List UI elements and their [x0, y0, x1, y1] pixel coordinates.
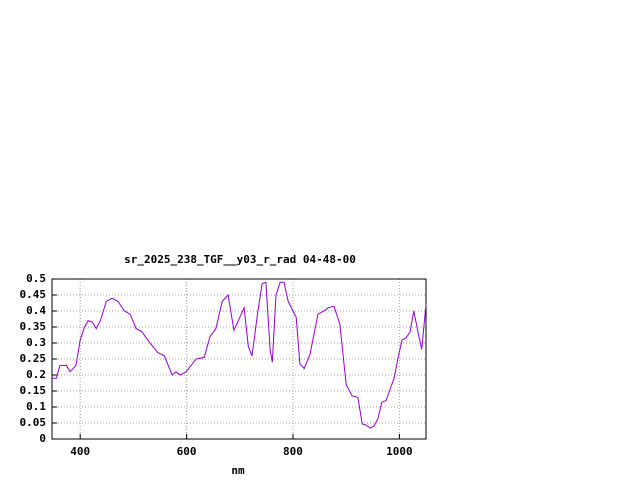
x-tick-label: 600: [177, 445, 197, 458]
x-tick-label: 800: [283, 445, 303, 458]
y-tick-label: 0.5: [26, 272, 46, 285]
y-tick-label: 0.35: [20, 320, 47, 333]
data-line: [52, 281, 427, 429]
chart-title: sr_2025_238_TGF__y03_r_rad 04-48-00: [124, 253, 356, 266]
y-tick-label: 0.05: [20, 416, 47, 429]
y-tick-label: 0.25: [20, 352, 47, 365]
y-tick-label: 0.15: [20, 384, 47, 397]
y-tick-label: 0.2: [26, 368, 46, 381]
y-tick-label: 0.1: [26, 400, 46, 413]
x-axis-label: nm: [231, 464, 245, 477]
y-tick-label: 0.45: [20, 288, 47, 301]
y-tick-label: 0.3: [26, 336, 46, 349]
x-tick-label: 1000: [386, 445, 413, 458]
x-tick-label: 400: [70, 445, 90, 458]
y-tick-label: 0.4: [26, 304, 46, 317]
y-tick-label: 0: [39, 432, 46, 445]
plot-frame: [51, 278, 427, 440]
